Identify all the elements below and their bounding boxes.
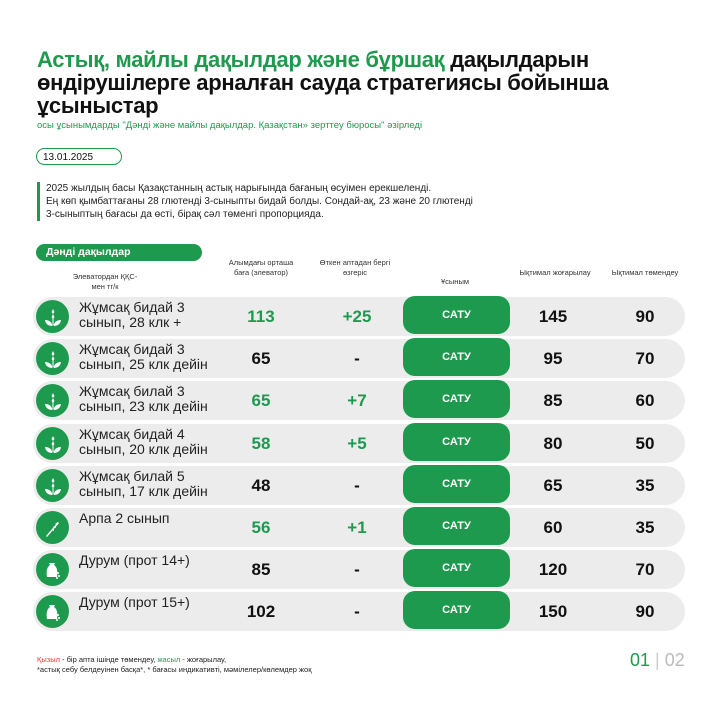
downside-value: 35 [635,518,655,537]
downside-value: 70 [635,560,655,579]
table-row: Жұмсақ бидай 3 сынып, 28 клк + 113 +25 С… [33,296,685,336]
change-value: +25 [342,307,372,326]
crop-name: Арпа 2 сынып [79,510,170,526]
price-value: 85 [251,560,271,579]
grain-sack-icon [36,595,69,628]
date-badge: 13.01.2025 [36,148,122,165]
upside-value: 85 [543,391,563,410]
header-downside: Ықтимал төмендеу [611,268,679,277]
section-label: Дәнді дақылдар [36,244,202,261]
header-recommendation: Ұсыным [440,277,469,286]
table-row: Жұмсақ билай 5 сынып, 17 клк дейін 48 - … [33,465,685,505]
sell-button[interactable]: САТУ [403,380,510,418]
crop-name: Дурум (прот 15+) [79,594,190,610]
upside-value: 65 [543,476,563,495]
downside-value: 70 [635,349,655,368]
crop-name: Жұмсақ бидай 3 сынып, 25 клк дейін [79,341,208,372]
footnote: Қызыл - бір апта ішінде төмендеу, жасыл … [37,655,312,674]
downside-value: 50 [635,434,655,453]
table-row: Жұмсақ бидай 3 сынып, 25 клк дейін 65 - … [33,338,685,378]
sell-button[interactable]: САТУ [403,591,510,629]
downside-value: 90 [635,602,655,621]
upside-value: 60 [543,518,563,537]
wheat-icon [36,469,69,502]
grain-sack-icon [36,553,69,586]
table-row: Дурум (прот 14+) 85 - САТУ 120 70 [33,549,685,589]
downside-value: 90 [635,307,655,326]
downside-value: 35 [635,476,655,495]
table-row: Жұмсақ бидай 4 сынып, 20 клк дейін 58 +5… [33,423,685,463]
downside-value: 60 [635,391,655,410]
price-value: 56 [251,518,271,537]
price-value: 58 [251,434,271,453]
table-row: Жұмсақ билай 3 сынып, 23 клк дейін 65 +7… [33,380,685,420]
price-value: 48 [251,476,271,495]
page-title: Астық, майлы дақылдар және бұршақ дақылд… [37,47,609,118]
upside-value: 80 [543,434,563,453]
subtitle: осы ұсынымдарды "Дәнді және майлы дақылд… [37,120,423,131]
summary-note: 2025 жылдың басы Қазақстанның астық нары… [37,182,526,221]
price-value: 65 [251,391,271,410]
price-value: 113 [247,307,275,326]
table-row: Арпа 2 сынып 56 +1 САТУ 60 35 [33,507,685,547]
change-value: - [354,349,360,368]
sell-button[interactable]: САТУ [403,507,510,545]
wheat-icon [36,427,69,460]
header-change: Өткен аптадан бергі өзгеріс [319,258,391,277]
table-row: Дурум (прот 15+) 102 - САТУ 150 90 [33,591,685,631]
page-next[interactable]: 02 [664,650,685,670]
sell-button[interactable]: САТУ [403,549,510,587]
wheat-icon [36,384,69,417]
header-item: Элеватордан ҚҚС-мен тг/к [72,272,138,291]
barley-icon [36,511,69,544]
price-value: 65 [251,349,271,368]
wheat-icon [36,342,69,375]
change-value: - [354,602,360,621]
header-price: Алымдағы орташа баға (элеватор) [228,258,294,277]
pagination: 01 | 02 [630,650,685,670]
crop-name: Жұмсақ билай 5 сынып, 17 клк дейін [79,468,208,499]
change-value: - [354,560,360,579]
change-value: - [354,476,360,495]
upside-value: 120 [538,560,568,579]
price-value: 102 [246,602,276,621]
change-value: +1 [347,518,367,537]
crop-name: Дурум (прот 14+) [79,552,190,568]
change-value: +7 [347,391,367,410]
sell-button[interactable]: САТУ [403,296,510,334]
crop-name: Жұмсақ бидай 3 сынып, 28 клк + [79,299,185,330]
crop-name: Жұмсақ бидай 4 сынып, 20 клк дейін [79,426,208,457]
sell-button[interactable]: САТУ [403,338,510,376]
upside-value: 95 [543,349,563,368]
upside-value: 150 [538,602,568,621]
header-upside: Ықтимал жоғарылау [519,268,591,277]
upside-value: 145 [538,307,568,326]
crop-name: Жұмсақ билай 3 сынып, 23 клк дейін [79,383,208,414]
sell-button[interactable]: САТУ [403,465,510,503]
sell-button[interactable]: САТУ [403,423,510,461]
page-current[interactable]: 01 [630,650,651,670]
wheat-icon [36,300,69,333]
change-value: +5 [347,434,367,453]
